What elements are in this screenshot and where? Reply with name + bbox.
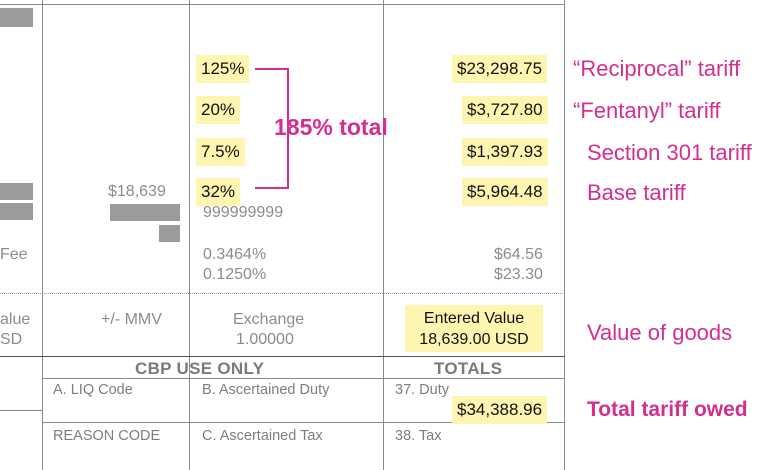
annotation-fentanyl-tariff: “Fentanyl” tariff <box>573 98 721 123</box>
rate-fentanyl: 20% <box>196 96 241 124</box>
cbp-use-only-header: CBP USE ONLY <box>135 359 265 378</box>
annotation-base-tariff: Base tariff <box>587 180 686 205</box>
column-divider-4 <box>564 0 565 470</box>
entered-value-amount: 18,639.00 USD <box>419 331 529 348</box>
annotation-total-tariff-owed: Total tariff owed <box>587 398 748 421</box>
reason-code-label: REASON CODE <box>53 428 161 444</box>
rate-reciprocal: 125% <box>196 55 250 83</box>
dotted-rule <box>0 293 565 294</box>
value-amount: $18,639 <box>108 183 166 200</box>
column-divider-2 <box>189 0 190 470</box>
entered-value-box: Entered Value 18,639.00 USD <box>405 305 543 352</box>
duty-fentanyl: $3,727.80 <box>462 96 548 124</box>
entered-value-label: Entered Value <box>423 310 525 327</box>
duty-reciprocal: $23,298.75 <box>452 55 548 83</box>
rates-bracket <box>255 68 289 189</box>
duty-base: $5,964.48 <box>462 178 548 206</box>
section-rule-header <box>42 378 565 379</box>
redaction-block <box>0 183 33 200</box>
exchange-label: Exchange <box>233 311 305 328</box>
totals-header: TOTALS <box>434 359 503 378</box>
left-rule-bottom <box>0 410 42 411</box>
total-rate-label: 185% total <box>274 114 388 140</box>
ascertained-tax-label: C. Ascertained Tax <box>202 428 323 444</box>
redaction-block <box>159 225 180 242</box>
annotation-value-of-goods: Value of goods <box>587 320 733 345</box>
column-divider-1 <box>42 0 43 470</box>
fee-rate-1: 0.3464% <box>203 246 267 263</box>
section-rule-middle <box>42 422 565 423</box>
fee-label-fragment: Fee <box>0 246 28 263</box>
annotation-section-301-tariff: Section 301 tariff <box>587 140 752 165</box>
tax-label: 38. Tax <box>395 428 442 444</box>
usd-label-fragment: SD <box>0 331 23 348</box>
fee-amount-2: $23.30 <box>494 266 543 283</box>
annotation-reciprocal-tariff: “Reciprocal” tariff <box>573 56 741 81</box>
mmv-label: +/- MMV <box>101 311 162 328</box>
rate-section-301: 7.5% <box>196 138 245 166</box>
value-label-fragment: alue <box>0 311 31 328</box>
rate-base: 32% <box>196 178 241 206</box>
liq-code-label: A. LIQ Code <box>53 382 133 398</box>
redaction-block <box>0 203 33 220</box>
fee-rate-2: 0.1250% <box>203 266 267 283</box>
fee-amount-1: $64.56 <box>494 246 543 263</box>
top-rule <box>0 4 565 5</box>
section-rule-top <box>0 356 565 357</box>
hts-number: 999999999 <box>203 204 284 221</box>
column-divider-3 <box>383 0 384 470</box>
redaction-block <box>0 8 33 27</box>
total-duty-amount: $34,388.96 <box>452 396 548 424</box>
ascertained-duty-label: B. Ascertained Duty <box>202 382 330 398</box>
duty-label: 37. Duty <box>395 382 449 398</box>
redaction-block <box>110 204 180 221</box>
exchange-rate: 1.00000 <box>236 331 294 348</box>
duty-section-301: $1,397.93 <box>462 138 548 166</box>
